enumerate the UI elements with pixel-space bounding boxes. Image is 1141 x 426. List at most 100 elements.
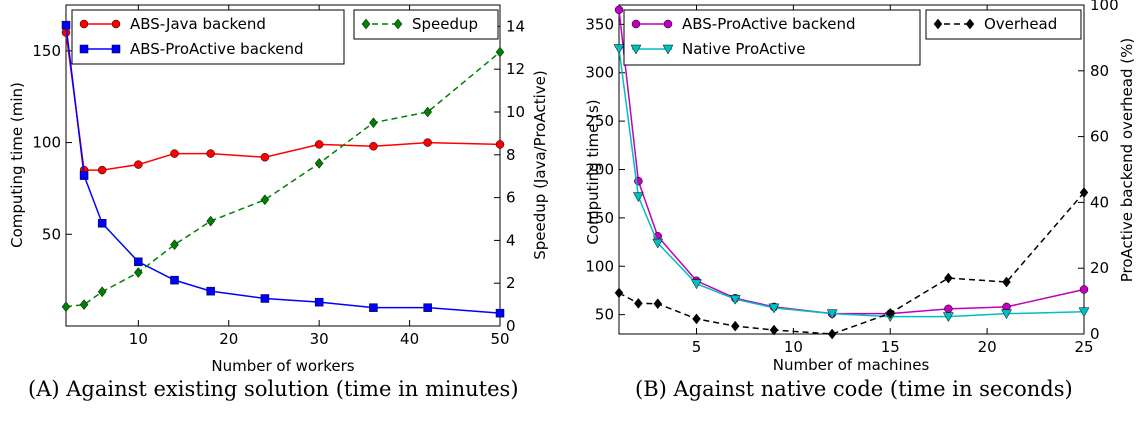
chart-b-series-1 xyxy=(613,44,1090,323)
chart-a-y2tick-label: 14 xyxy=(506,17,525,35)
chart-a-xtick-label: 10 xyxy=(129,330,148,348)
chart-b-legend-1-swatch-marker xyxy=(965,18,975,30)
chart-a-series-1-point xyxy=(134,257,143,267)
chart-b-y2tick-label: 20 xyxy=(1090,259,1109,277)
chart-a-series-2-point xyxy=(495,46,505,58)
chart-a-y2tick-label: 12 xyxy=(506,60,525,78)
chart-b-legend-1-box xyxy=(925,9,1082,40)
chart-a-series-0-point xyxy=(206,149,215,158)
chart-a-series-1-point xyxy=(423,303,432,312)
chart-b-legends: ABS-ProActive backend Native ProActive Ove… xyxy=(623,9,1082,66)
chart-a-series-2-line xyxy=(65,51,501,308)
chart-b-y2tick-label: 80 xyxy=(1090,62,1109,80)
chart-a-series-2-point xyxy=(134,267,143,278)
chart-a-xtick-label: 20 xyxy=(219,330,238,348)
chart-a-y2tick-label: 0 xyxy=(506,317,516,335)
chart-a-series-0-point xyxy=(495,140,505,149)
chart-a-series-1-point xyxy=(314,297,324,307)
chart-a-series-1-point xyxy=(260,294,270,303)
caption-a: (A) Against existing solution (time in m… xyxy=(28,377,519,401)
chart-a-legend-1-label: Speedup xyxy=(412,15,478,33)
chart-b-xtick-label: 5 xyxy=(692,338,702,356)
chart-b-series-1-point xyxy=(826,309,838,320)
chart-b-series-0-point xyxy=(944,304,953,314)
chart-b: Number of machines Computing time (s) Pr… xyxy=(584,0,1136,374)
chart-b-series-1-line xyxy=(618,48,1085,318)
chart-b-xlabel: Number of machines xyxy=(773,356,930,374)
chart-b-legend-0-swatch-marker xyxy=(630,44,642,55)
chart-b-ytick-label: 100 xyxy=(585,257,614,275)
chart-a-series-2 xyxy=(61,46,505,313)
chart-b-legend-0-label: Native ProActive xyxy=(682,40,806,58)
chart-a-y2tick-label: 4 xyxy=(506,231,516,249)
chart-b-legend-1: Overhead xyxy=(925,9,1082,40)
chart-a-series-1-point xyxy=(170,275,179,285)
chart-a-series-2-point xyxy=(260,194,270,206)
chart-b-series-1-point xyxy=(768,303,780,314)
chart-b-series-1-point xyxy=(652,238,664,249)
chart-a-legend-0-box xyxy=(71,9,345,65)
chart-a-series-1-point xyxy=(79,171,89,180)
chart-a-series-0-point xyxy=(369,141,378,151)
chart-a-xtick-label: 30 xyxy=(310,330,329,348)
chart-a-series-2-point xyxy=(369,117,378,129)
chart-a-y2tick-label: 10 xyxy=(506,103,525,121)
chart-a-series-0-point xyxy=(134,160,143,169)
chart-b-legend-0-label: ABS-ProActive backend xyxy=(682,15,856,33)
chart-b-series-1-point xyxy=(1001,309,1012,320)
chart-a-series-0-point xyxy=(97,165,107,175)
chart-b-legend-0-swatch-marker xyxy=(663,19,673,29)
chart-a-series-1-line xyxy=(65,25,501,314)
chart-a-series-0-point xyxy=(260,152,270,162)
chart-b-y2label: ProActive backend overhead (%) xyxy=(1118,38,1136,282)
chart-b-xtick-label: 10 xyxy=(784,338,803,356)
chart-b-series-2 xyxy=(614,187,1089,340)
chart-b-ticks: 5 10 15 20 25 50 100 150 200 250 300 350 0 20 40 60 80 10… xyxy=(585,0,1118,356)
chart-b-xtick-label: 15 xyxy=(881,338,900,356)
chart-b-legend-1-label: Overhead xyxy=(984,15,1057,33)
chart-a-series-0 xyxy=(61,28,505,175)
chart-a-legend-0-label: ABS-Java backend xyxy=(130,15,266,33)
chart-a-series-0-point xyxy=(314,140,324,149)
chart-a-series-2-point xyxy=(423,106,432,118)
chart-b-legend-0-swatch-marker xyxy=(662,44,674,55)
chart-b-ytick-label: 150 xyxy=(585,209,614,227)
chart-a-series-1-point xyxy=(369,303,378,312)
chart-a-xtick-label: 50 xyxy=(490,330,509,348)
chart-a-series-2-point xyxy=(314,157,324,169)
chart-a-series-0-point xyxy=(423,138,432,147)
chart-a-legend-1-swatch-marker xyxy=(393,18,403,30)
chart-b-series-2-point xyxy=(1002,276,1011,288)
chart-b-ytick-label: 250 xyxy=(585,112,614,130)
chart-b-legend-0-box xyxy=(623,9,921,66)
chart-a-legend-0: ABS-Java backend ABS-ProActive backend xyxy=(71,9,345,65)
chart-b-y2tick-label: 60 xyxy=(1090,128,1109,146)
chart-a-series xyxy=(61,20,505,318)
chart-a-series-0-point xyxy=(170,149,179,158)
chart-a: Number of workers Computing time (min) S… xyxy=(8,4,549,375)
chart-b-series-1-point xyxy=(613,44,625,55)
chart-b-series-2-point xyxy=(827,328,837,340)
chart-a-ytick-label: 50 xyxy=(42,225,61,243)
chart-a-xlabel: Number of workers xyxy=(211,357,354,375)
chart-b-series-2-point xyxy=(885,307,895,319)
chart-a-legend-1-swatch-marker xyxy=(361,18,371,30)
chart-b-ytick-label: 200 xyxy=(585,161,614,179)
chart-a-plot-frame xyxy=(65,4,501,327)
chart-a-ylabel: Computing time (min) xyxy=(8,82,26,248)
chart-b-ytick-label: 300 xyxy=(585,64,614,82)
chart-a-y2label: Speedup (Java/ProActive) xyxy=(531,70,549,259)
chart-b-ylabel: Computing time (s) xyxy=(584,99,602,244)
chart-a-legend-1: Speedup xyxy=(353,9,499,40)
chart-b-series-2-point xyxy=(944,272,953,284)
chart-a-series-2-point xyxy=(61,301,71,313)
chart-b-series-2-point xyxy=(1079,187,1089,198)
chart-b-series-2-point xyxy=(634,298,643,309)
chart-a-legend-0-swatch-marker xyxy=(79,44,89,54)
chart-a-series-2-point xyxy=(97,286,107,298)
chart-a-series-2-point xyxy=(206,215,215,227)
chart-a-legend-0-swatch-marker xyxy=(79,19,89,29)
chart-b-series xyxy=(613,5,1090,340)
chart-a-legend-0-label: ABS-ProActive backend xyxy=(130,40,304,58)
chart-b-series-2-point xyxy=(730,320,740,332)
